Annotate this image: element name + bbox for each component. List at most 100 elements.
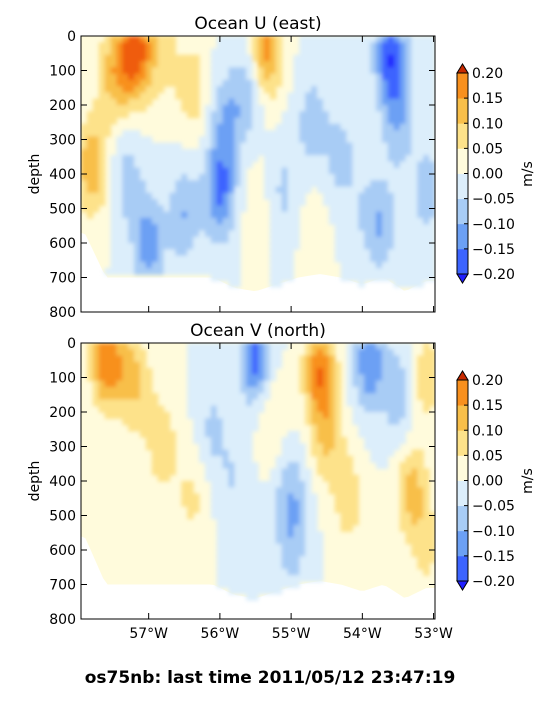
ocean-u-colorbar-tick-label: 0.05 xyxy=(472,141,503,157)
ocean-u-cell xyxy=(417,280,424,288)
ocean-u-cell xyxy=(240,86,247,94)
ocean-v-cell xyxy=(269,343,277,350)
ocean-u-cell xyxy=(187,73,194,81)
ocean-v-cell xyxy=(116,386,123,394)
ocean-u-cell xyxy=(293,217,300,225)
ocean-u-cell xyxy=(399,261,407,269)
ocean-u-cell xyxy=(187,261,194,269)
ocean-u-cell xyxy=(387,148,395,156)
ocean-v-cell xyxy=(334,430,342,438)
ocean-v-cell xyxy=(376,399,383,407)
ocean-v-cell xyxy=(287,506,294,513)
ocean-v-cell xyxy=(234,562,241,570)
ocean-v-cell xyxy=(116,368,123,375)
ocean-v-cell xyxy=(258,487,265,495)
ocean-u-cell xyxy=(110,155,117,163)
ocean-u-cell xyxy=(370,249,377,257)
ocean-v-cell xyxy=(110,355,117,363)
ocean-u-cell xyxy=(228,268,235,275)
ocean-u-cell xyxy=(216,186,224,194)
ocean-v-cell xyxy=(411,531,418,539)
ocean-v-cell xyxy=(299,506,306,513)
ocean-v-cell xyxy=(322,468,330,476)
ocean-u-cell xyxy=(234,192,241,200)
ocean-u-cell xyxy=(328,155,336,163)
ocean-v-cell xyxy=(364,349,371,357)
ocean-v-cell xyxy=(246,493,253,501)
ocean-v-cell xyxy=(387,380,395,388)
ocean-u-cell xyxy=(358,192,365,200)
ocean-v-cell xyxy=(222,499,230,507)
ocean-v-cell xyxy=(240,343,247,350)
ocean-u-cell xyxy=(228,48,235,56)
ocean-u-cell xyxy=(181,230,188,238)
ocean-v-cell xyxy=(263,374,271,382)
ocean-v-cell xyxy=(216,531,224,539)
ocean-u-cell xyxy=(140,217,147,225)
ocean-u-cell xyxy=(399,280,407,288)
ocean-v-cell xyxy=(346,462,353,470)
ocean-u-cell xyxy=(411,255,418,263)
ocean-v-cell xyxy=(423,405,430,413)
ocean-u-cell xyxy=(411,243,418,250)
ocean-u-cell xyxy=(263,142,271,150)
ocean-v-cell xyxy=(328,368,336,375)
ocean-v-cell xyxy=(299,562,306,570)
ocean-u-cell xyxy=(151,249,159,257)
ocean-v-cell xyxy=(405,506,412,513)
ocean-u-cell xyxy=(387,261,395,269)
ocean-u-cell xyxy=(199,211,206,219)
ocean-v-cell xyxy=(228,493,235,501)
ocean-u-cell xyxy=(122,98,129,106)
ocean-u-cell xyxy=(287,117,294,125)
ocean-u-cell xyxy=(116,255,123,263)
ocean-v-cell xyxy=(429,518,435,526)
ocean-u-cell xyxy=(204,230,212,238)
ocean-v-cell xyxy=(104,349,112,357)
ocean-v-cell xyxy=(252,543,259,551)
ocean-v-cell xyxy=(199,380,206,388)
ocean-u-cell xyxy=(187,54,194,62)
ocean-u-cell xyxy=(216,117,224,125)
ocean-u-cell xyxy=(234,230,241,238)
ocean-u-cell xyxy=(417,167,424,175)
ocean-u-cell xyxy=(92,167,100,175)
ocean-u-cell xyxy=(116,86,123,94)
ocean-u-cell xyxy=(334,217,342,225)
ocean-u-cell xyxy=(328,36,336,43)
ocean-u-cell xyxy=(423,142,430,150)
ocean-v-cell xyxy=(281,493,289,501)
ocean-u-cell xyxy=(181,79,188,87)
ocean-u-cell xyxy=(376,54,383,62)
ocean-v-cell xyxy=(328,374,336,382)
ocean-u-cell xyxy=(405,36,412,43)
ocean-u-cell xyxy=(281,249,289,257)
ocean-u-cell xyxy=(311,86,318,94)
ocean-v-cell xyxy=(346,481,353,488)
ocean-u-cell xyxy=(252,86,259,94)
ocean-u-cell xyxy=(216,61,224,68)
ocean-v-cell xyxy=(187,349,194,357)
ocean-u-cell xyxy=(204,167,212,175)
ocean-v-cell xyxy=(405,399,412,407)
ocean-u-cell xyxy=(175,261,182,269)
ocean-u-cell xyxy=(228,130,235,137)
ocean-v-cell xyxy=(417,562,424,570)
ocean-v-cell xyxy=(240,455,247,463)
ocean-u-cell xyxy=(287,123,294,131)
ocean-u-cell xyxy=(405,249,412,257)
ocean-v-cell xyxy=(269,487,277,495)
ocean-u-cell xyxy=(328,136,336,144)
ocean-u-cell xyxy=(204,268,212,275)
ocean-u-cell xyxy=(423,243,430,250)
ocean-u-cell xyxy=(417,48,424,56)
ocean-u-x-ticks xyxy=(148,36,435,312)
ocean-u-cell xyxy=(340,48,348,56)
ocean-v-cell xyxy=(269,562,277,570)
ocean-u-cell xyxy=(387,224,395,232)
ocean-v-cell xyxy=(252,493,259,501)
ocean-v-cell xyxy=(199,386,206,394)
ocean-u-cell xyxy=(122,105,129,112)
ocean-u-cell xyxy=(364,61,371,68)
ocean-u-cell xyxy=(210,211,218,219)
